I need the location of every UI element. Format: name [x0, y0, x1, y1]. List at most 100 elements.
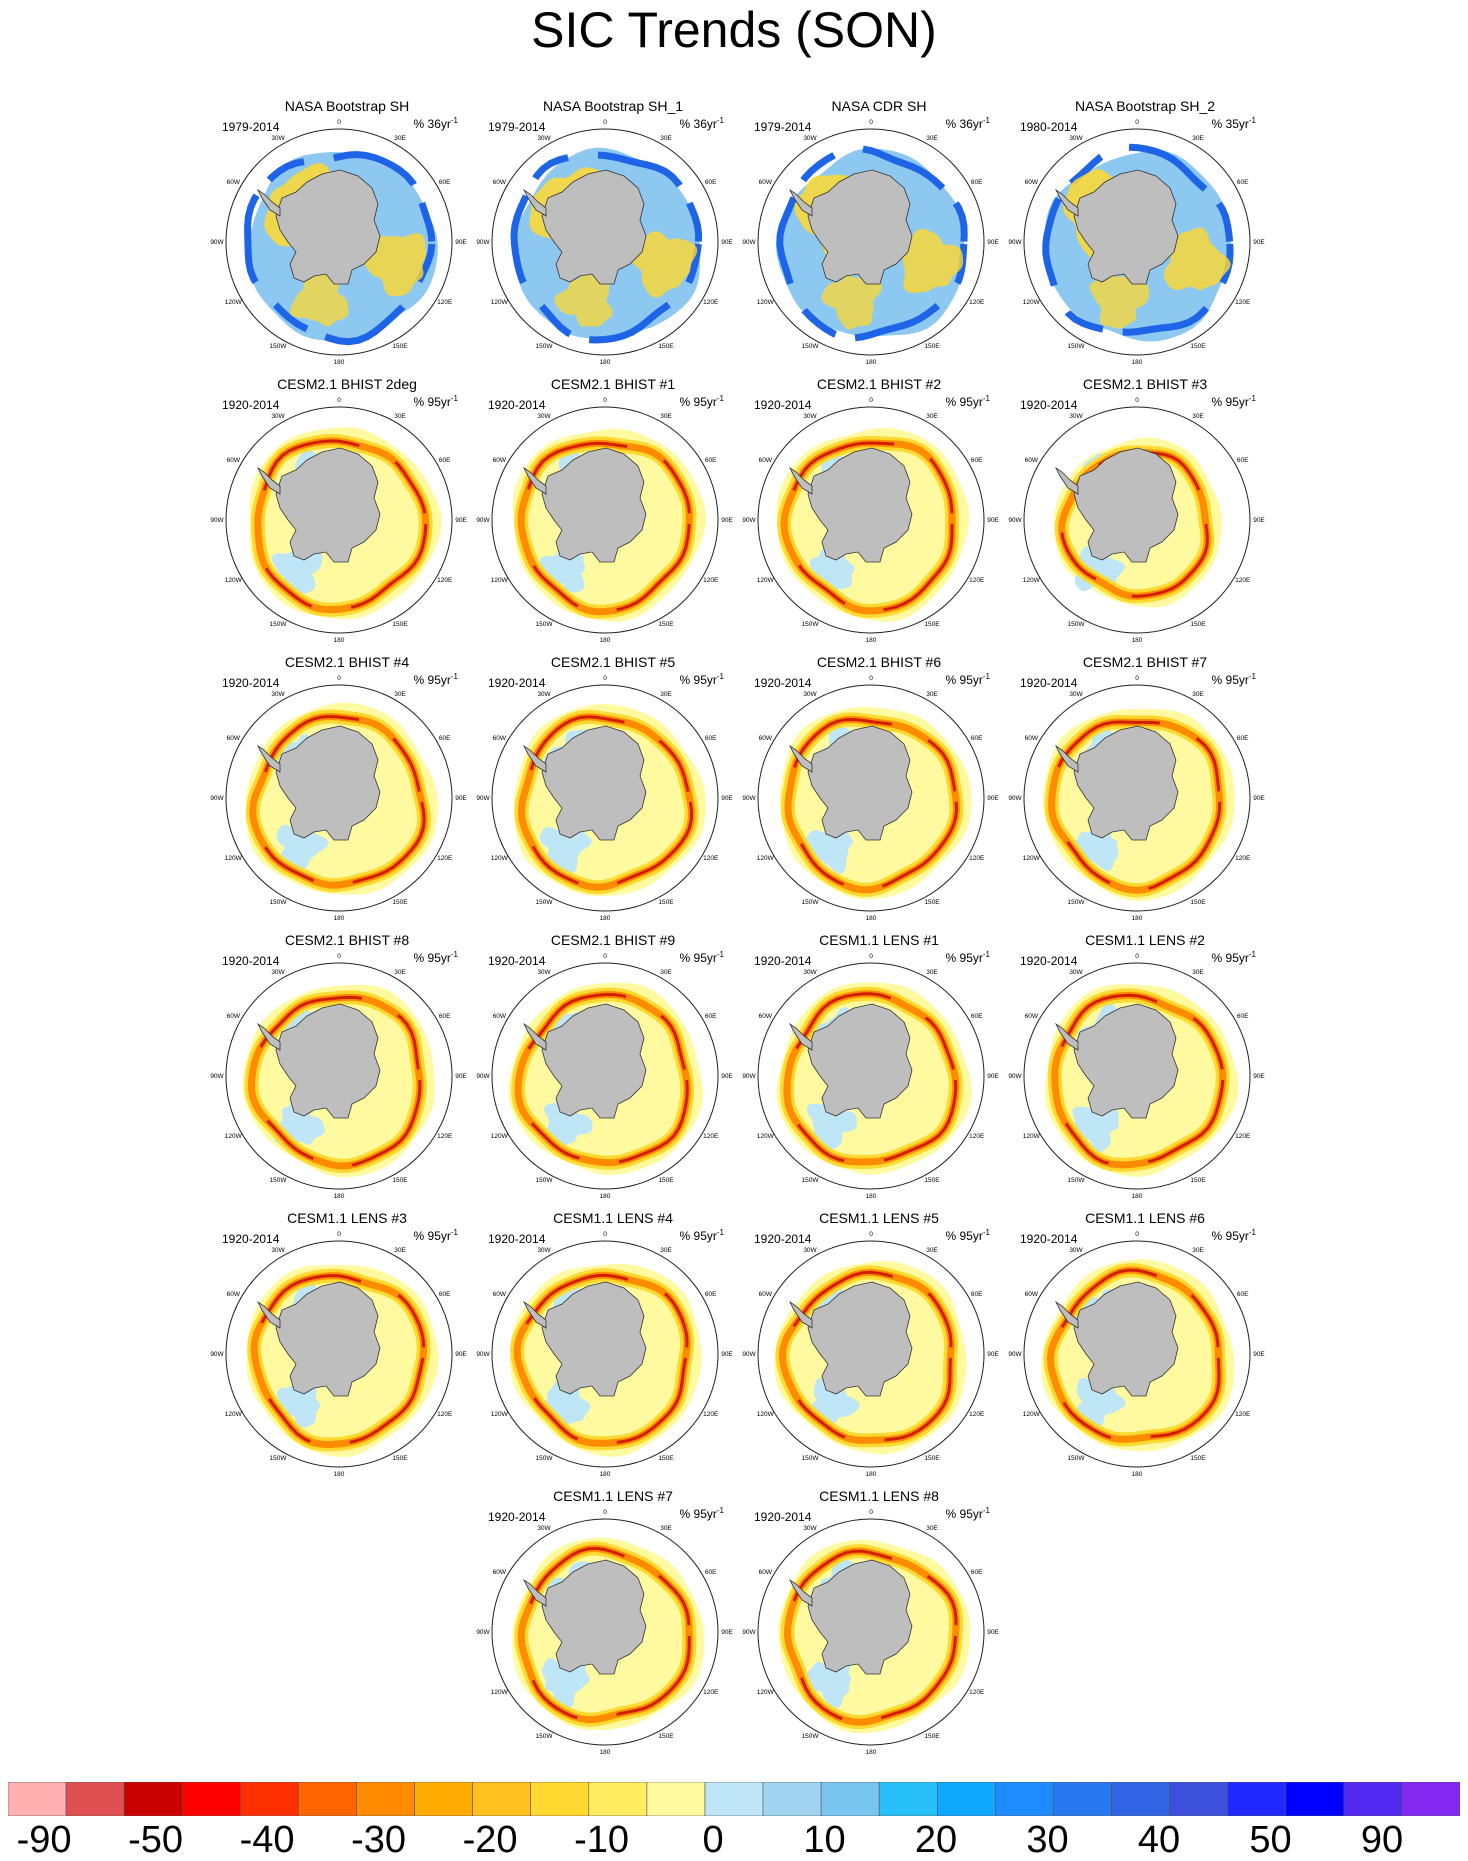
longitude-label: 90E [987, 1629, 999, 1636]
map-panel: NASA CDR SH 1979-2014 % 36yr-1 0 30E 60E 90E 12… [742, 98, 1004, 366]
increase-patch [554, 272, 613, 327]
panel-unit: % 95yr-1 [946, 1228, 990, 1243]
longitude-label: 0 [603, 397, 607, 404]
antarctica-landmass [275, 447, 381, 563]
map-frame [225, 684, 453, 912]
panel-unit-exponent: -1 [1248, 950, 1256, 959]
longitude-label: 0 [1135, 1231, 1139, 1238]
polar-map: 0 30E 60E 90E 120E 150E 180 150W 120W 90W 60W 30W [1008, 1231, 1265, 1478]
longitude-label: 150W [802, 1455, 820, 1462]
panel-unit-exponent: -1 [716, 950, 724, 959]
longitude-label: 60W [1025, 1291, 1039, 1298]
decline-core [1050, 720, 1222, 892]
longitude-label: 30E [394, 1247, 406, 1254]
increase-patch [1089, 275, 1150, 329]
polar-map: 0 30E 60E 90E 120E 150E 180 150W 120W 90W 60W 30W [476, 397, 733, 644]
decline-band [776, 145, 968, 342]
longitude-label: 60W [1025, 179, 1039, 186]
antarctic-peninsula [256, 188, 281, 217]
decline-core [782, 441, 954, 613]
panel-period: 1920-2014 [488, 1232, 546, 1246]
longitude-label: 180 [866, 359, 877, 366]
longitude-label: 90E [987, 795, 999, 802]
panel-unit-text: % 35yr [1211, 117, 1249, 131]
longitude-label: 150E [658, 899, 674, 906]
longitude-label: 60E [439, 735, 451, 742]
longitude-label: 90E [987, 1351, 999, 1358]
south-america-tip [1025, 717, 1047, 735]
panel-unit-exponent: -1 [982, 1506, 990, 1515]
longitude-label: 120E [703, 577, 719, 584]
map-frame [225, 962, 453, 1190]
longitude-label: 0 [603, 675, 607, 682]
antarctic-peninsula [256, 1300, 281, 1329]
longitude-label: 150E [1190, 621, 1206, 628]
panel-unit-exponent: -1 [982, 116, 990, 125]
longitude-label: 30E [660, 691, 672, 698]
polar-map: 0 30E 60E 90E 120E 150E 180 150W 120W 90W 60W 30W [742, 397, 999, 644]
colorbar-label: -20 [462, 1819, 518, 1861]
antarctica-landmass [807, 1281, 913, 1397]
longitude-label: 120W [491, 577, 509, 584]
panel-period: 1920-2014 [754, 954, 812, 968]
longitude-label: 90W [742, 795, 756, 802]
increase-patch [271, 544, 323, 594]
longitude-label: 90E [721, 1351, 733, 1358]
map-frame [491, 128, 719, 356]
antarctic-peninsula [522, 188, 547, 217]
increase-patch [276, 823, 329, 871]
map-frame [1023, 128, 1251, 356]
longitude-label: 30W [271, 691, 285, 698]
longitude-label: 60E [705, 179, 717, 186]
longitude-label: 90E [1253, 239, 1265, 246]
polar-map: 0 30E 60E 90E 120E 150E 180 150W 120W 90W 60W 30W [742, 953, 999, 1200]
panel-unit-exponent: -1 [716, 672, 724, 681]
colorbar-swatch [7, 1781, 67, 1817]
panel-unit: % 36yr-1 [680, 116, 724, 131]
longitude-label: 120W [1023, 1133, 1041, 1140]
polar-map: 0 30E 60E 90E 120E 150E 180 150W 120W 90W 60W 30W [1008, 953, 1265, 1200]
longitude-label: 0 [869, 953, 873, 960]
panel-title: CESM1.1 LENS #3 [287, 1210, 407, 1226]
panel-title: NASA Bootstrap SH_2 [1074, 98, 1216, 114]
longitude-label: 90W [210, 239, 224, 246]
longitude-label: 60W [493, 179, 507, 186]
panel-unit: % 36yr-1 [414, 116, 458, 131]
increase-patch [900, 228, 964, 293]
polar-map: 0 30E 60E 90E 120E 150E 180 150W 120W 90W 60W 30W [742, 1231, 999, 1478]
longitude-label: 120E [703, 1133, 719, 1140]
decline-core [519, 1546, 691, 1722]
panel-unit-exponent: -1 [1248, 116, 1256, 125]
panel-unit-text: % 36yr [945, 117, 983, 131]
polar-map: 0 30E 60E 90E 120E 150E 180 150W 120W 90W 60W 30W [476, 953, 733, 1200]
panel-title: CESM1.1 LENS #5 [819, 1210, 939, 1226]
map-panel: CESM2.1 BHIST #4 1920-2014 % 95yr-1 0 30E 60E… [210, 654, 472, 922]
longitude-label: 30E [394, 969, 406, 976]
panel-unit-text: % 95yr [679, 673, 717, 687]
panel-title: CESM2.1 BHIST #3 [1082, 376, 1208, 392]
map-frame [757, 1240, 985, 1468]
longitude-label: 120E [969, 577, 985, 584]
panel-unit-exponent: -1 [1248, 1228, 1256, 1237]
antarctica-landmass [275, 725, 381, 841]
colorbar-swatch [936, 1781, 996, 1817]
longitude-label: 30W [803, 1247, 817, 1254]
antarctic-peninsula [1054, 1300, 1079, 1329]
map-frame [225, 1240, 453, 1468]
longitude-label: 60W [1025, 1013, 1039, 1020]
longitude-label: 180 [334, 915, 345, 922]
longitude-label: 120W [225, 577, 243, 584]
antarctic-peninsula [788, 1578, 813, 1607]
colorbar-swatch [1401, 1781, 1461, 1817]
colorbar-swatch [298, 1781, 357, 1817]
polar-map: 0 30E 60E 90E 120E 150E 180 150W 120W 90W 60W 30W [1008, 119, 1265, 366]
south-america-tip [227, 1273, 249, 1291]
longitude-label: 0 [603, 1509, 607, 1516]
longitude-label: 180 [334, 1193, 345, 1200]
colorbar-label: 90 [1360, 1819, 1404, 1861]
longitude-label: 90W [476, 239, 490, 246]
longitude-label: 120E [969, 1689, 985, 1696]
antarctica-landmass [541, 1281, 647, 1397]
map-panel: CESM1.1 LENS #5 1920-2014 % 95yr-1 0 30E 60E 9… [742, 1210, 1004, 1478]
antarctic-peninsula [1054, 466, 1079, 495]
